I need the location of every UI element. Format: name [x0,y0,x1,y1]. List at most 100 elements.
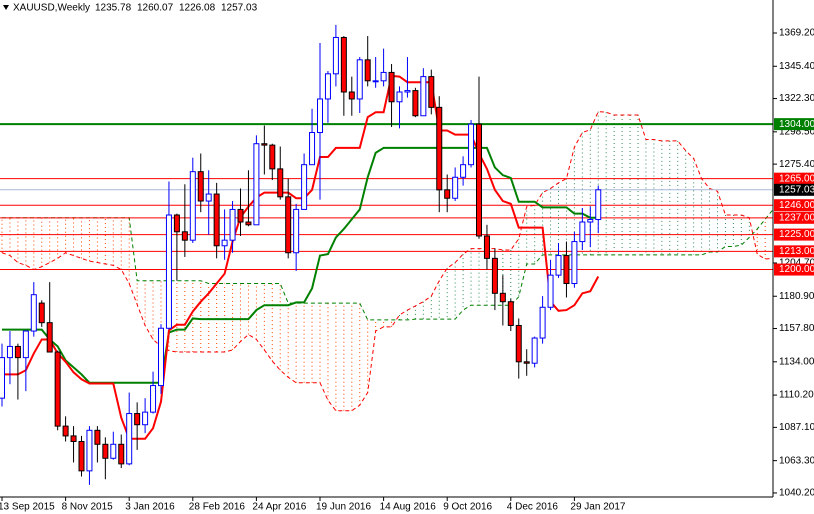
candle-body [38,302,45,324]
candle-body [6,345,13,359]
price-label: 1257.03 [779,184,814,195]
candle-body [158,327,164,387]
candle-body [301,164,308,210]
header: XAUUSD,Weekly 1235.78 1260.07 1226.08 12… [3,3,258,14]
y-tick-label: 1087.10 [779,422,814,433]
level-label: 1200.00 [779,264,814,275]
cloud-boundary [2,209,773,321]
ohlc-close: 1257.03 [221,3,258,14]
level-label-box [774,118,814,131]
candle-body [571,241,578,285]
candle-body [94,429,101,445]
candle-body [364,59,371,82]
candle-body [14,345,21,359]
candle-body [404,90,411,93]
candle-body [444,189,451,199]
candle-body [70,435,77,442]
y-tick-label: 1157.80 [779,323,814,334]
candle-body [78,440,85,472]
axes: 1369.20 1345.40 1322.30 1298.50 1275.40 1204.… [0,28,814,513]
symbol-label: XAUUSD,Weekly [13,3,90,14]
level-label-box [774,199,814,212]
candle-body [332,36,339,75]
level-label: 1237.00 [779,212,814,223]
candle-body [547,274,554,308]
x-tick-label: 14 Aug 2016 [380,502,437,513]
level-label: 1213.00 [779,246,814,257]
candle-body [388,71,395,103]
candle-body [213,193,220,247]
candle-body [563,255,570,285]
candle-body [22,330,29,359]
candle-body [476,123,482,237]
candle-body [491,257,498,294]
candle-body [277,168,284,198]
candle-body [261,143,268,146]
x-tick-label: 29 Jan 2017 [570,502,625,513]
level-label-box [774,172,814,185]
x-tick-label: 4 Dec 2016 [507,502,559,513]
candle-body [253,143,260,226]
candle-body [348,91,355,100]
candle-body [499,292,506,303]
candle-body [269,144,276,170]
y-tick-label: 1345.40 [779,61,814,72]
candle-body [229,208,236,241]
level-label: 1265.00 [779,173,814,184]
level-label: 1304.00 [779,119,814,130]
x-tick-label: 28 Feb 2016 [189,502,246,513]
candle-body [587,219,594,223]
candle-body [539,306,546,339]
candle-body [309,132,316,166]
price-label-box [774,183,814,196]
candle-body [515,324,522,363]
candle-body [118,443,125,465]
y-tick-label: 1275.40 [779,159,814,170]
candle-body [452,176,459,199]
y-tick-label: 1134.00 [779,356,814,367]
candle-body [468,123,475,166]
y-tick-label: 1322.30 [779,93,814,104]
x-tick-label: 19 Jun 2016 [316,502,371,513]
candle-body [380,71,387,82]
candle-body [483,235,490,259]
level-label-box [774,263,814,276]
candle-body [396,91,403,103]
candle-body [420,76,427,117]
candle-body [531,337,538,364]
candle-body [579,221,586,243]
candle-body [595,189,602,221]
candle-body [46,322,53,353]
candle-body [356,59,363,100]
candle-body [173,214,180,233]
candle-body [165,214,172,329]
candle-body [221,239,228,247]
level-label-box [774,245,814,258]
level-label: 1225.00 [779,229,814,240]
x-tick-label: 3 Jan 2016 [125,502,175,513]
candle-body [245,221,252,226]
ohlc-low: 1226.08 [179,3,216,14]
candle-body [285,196,292,254]
menu-arrow [3,5,9,10]
y-tick-label: 1204.70 [779,258,814,269]
candle-body [30,294,37,332]
plot-area [0,24,773,485]
y-tick-label: 1180.90 [779,291,814,302]
ohlc-open: 1235.78 [95,3,132,14]
candle-body [54,351,61,427]
candle-body [436,106,443,191]
candle-body [142,411,149,426]
candle-body [507,301,514,326]
candle-body [237,208,244,223]
candle-body [197,171,204,202]
y-tick-label: 1369.20 [779,28,814,39]
candle-body [181,231,188,241]
y-tick-label: 1063.30 [779,455,814,466]
y-tick-label: 1040.20 [779,488,814,499]
candle-body [428,76,435,108]
candle-body [126,413,133,465]
level-label-box [774,211,814,224]
